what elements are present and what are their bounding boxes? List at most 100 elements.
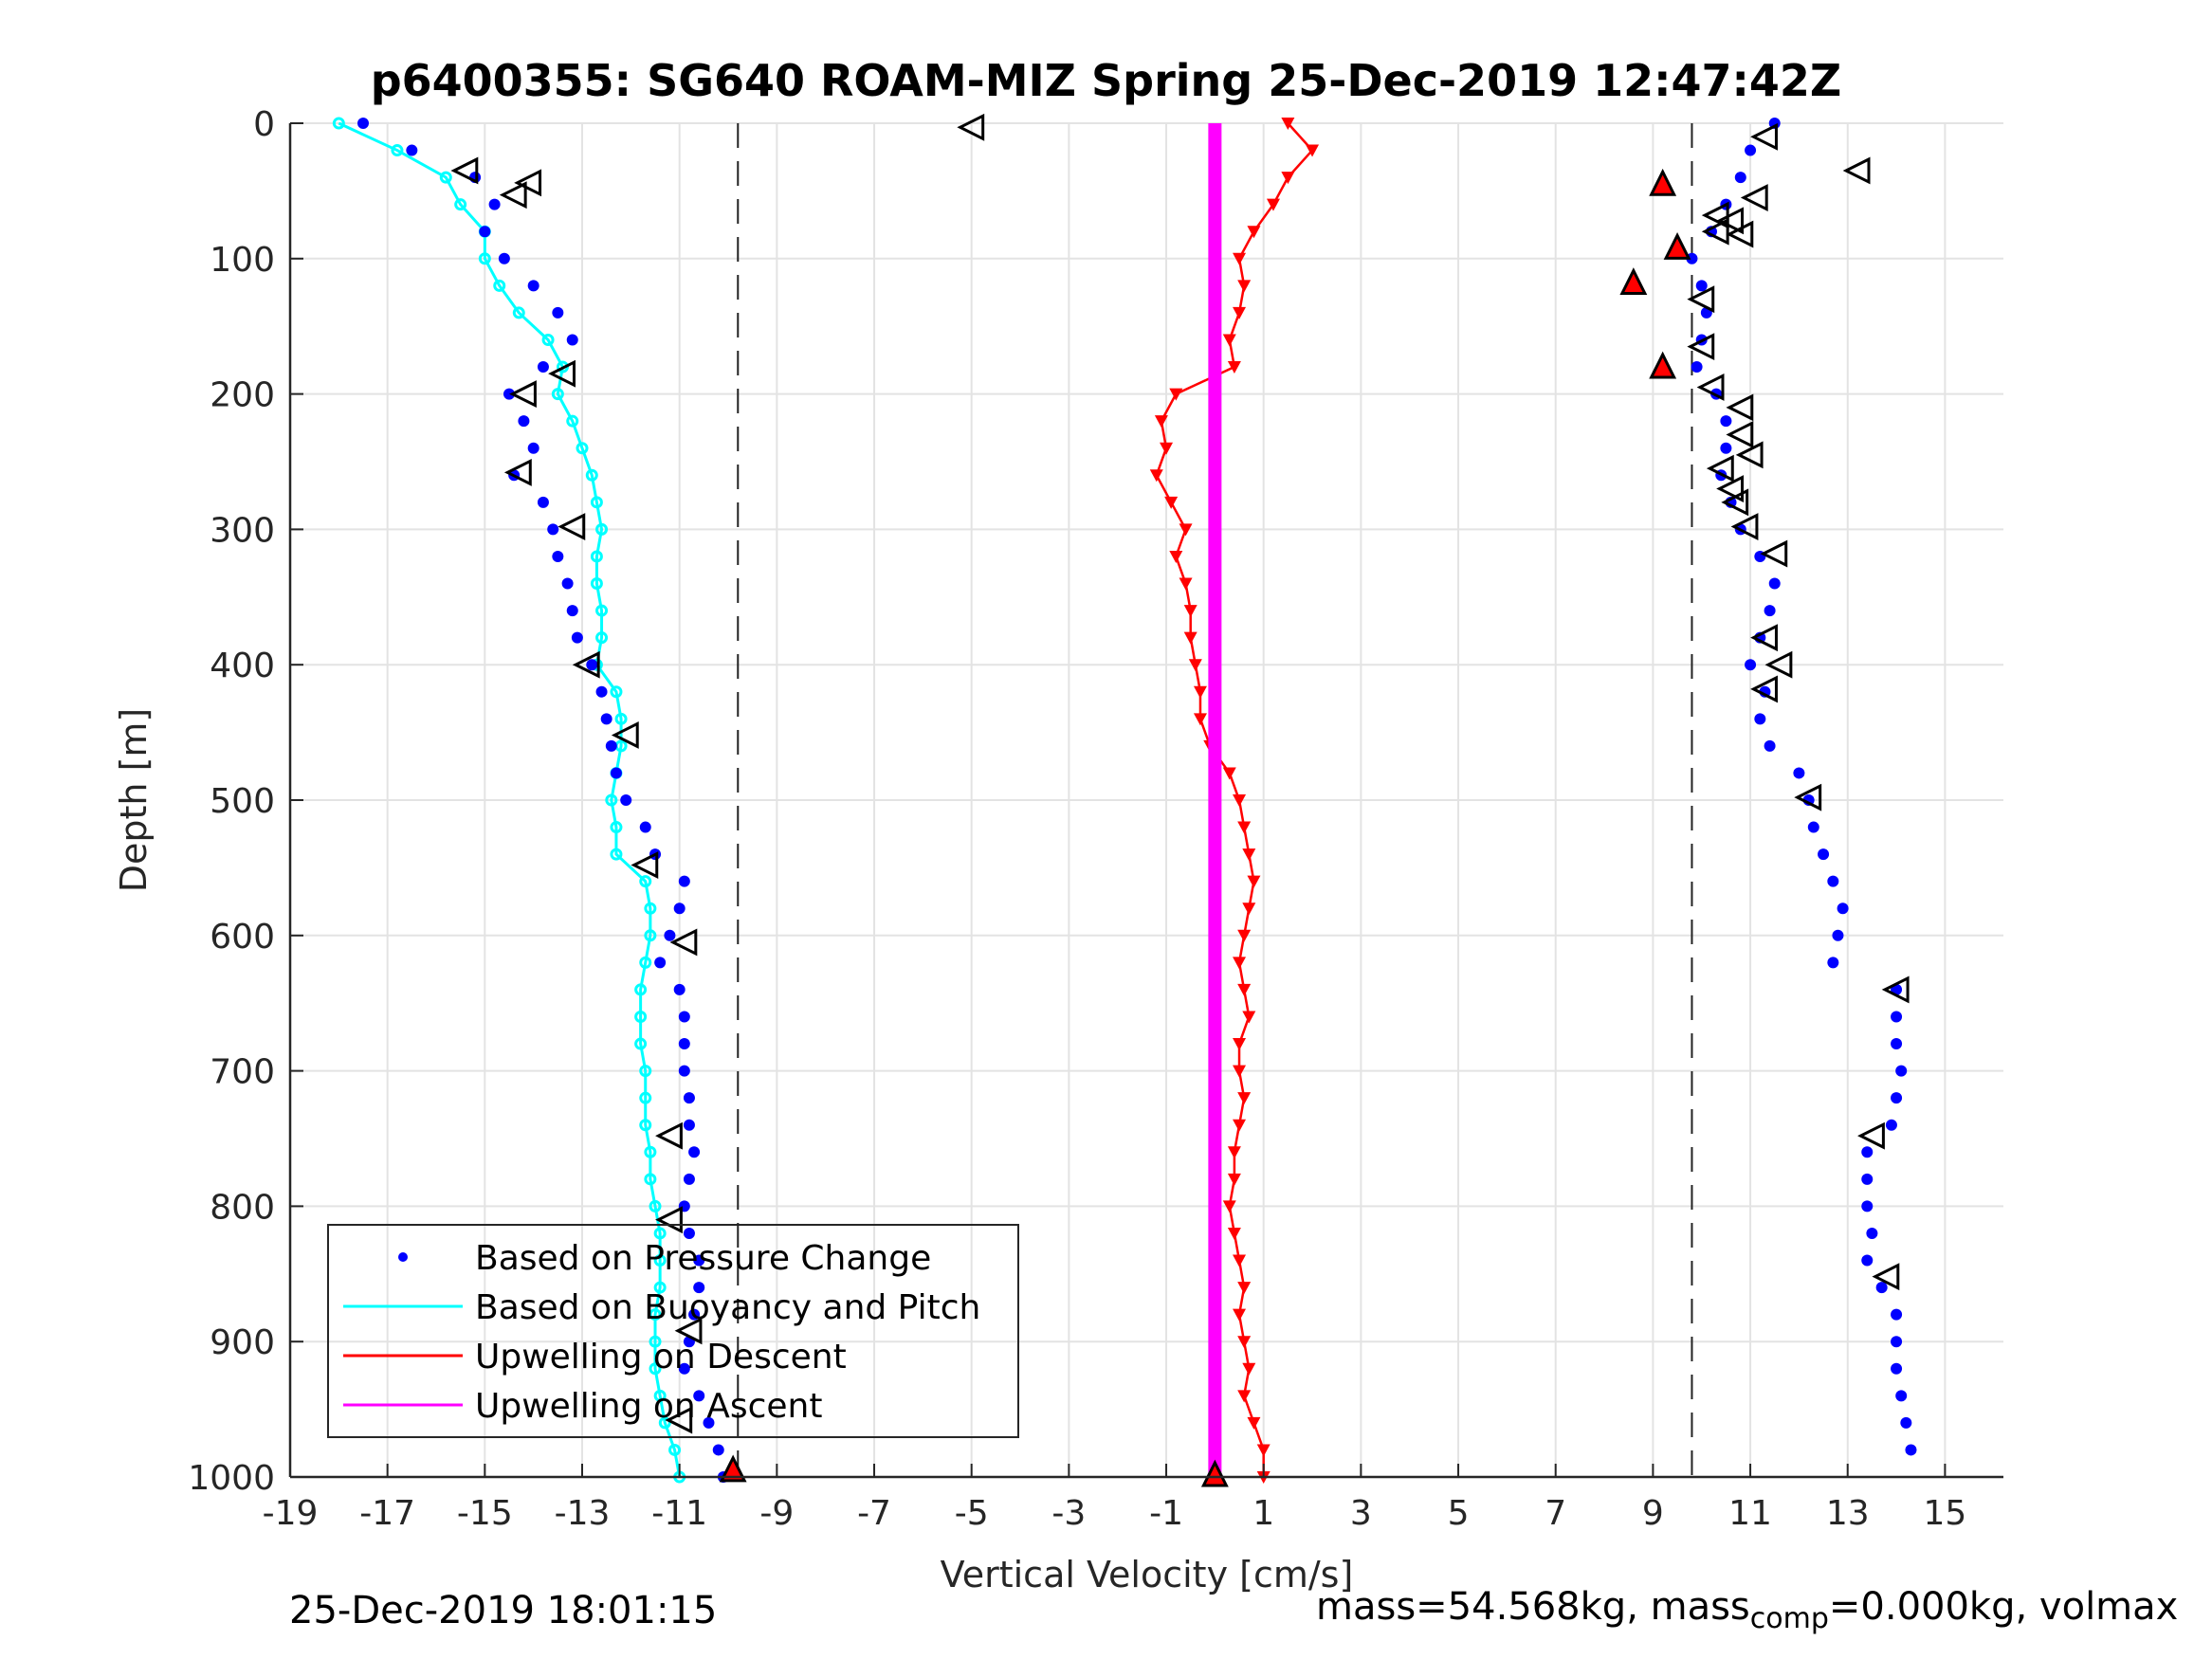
point-upwelling-descent — [1188, 659, 1202, 672]
point-pressure — [605, 739, 617, 752]
point-pressure — [1885, 1119, 1897, 1131]
point-upwelling-descent — [1237, 929, 1252, 942]
point-pressure — [547, 523, 559, 536]
point-upwelling-descent — [1233, 1254, 1247, 1267]
open-triangle-marker — [1872, 1263, 1900, 1291]
y-axis-label: Depth [m] — [113, 708, 155, 893]
y-tick-label: 0 — [253, 105, 275, 144]
point-upwelling-descent — [1281, 172, 1295, 185]
open-triangle-marker — [1750, 122, 1778, 151]
point-pressure — [673, 983, 686, 995]
point-upwelling-descent — [1227, 1146, 1241, 1159]
point-buoyancy — [649, 1199, 662, 1212]
open-triangle-marker — [655, 1121, 683, 1150]
point-buoyancy — [653, 1389, 667, 1402]
point-pressure — [1891, 1092, 1903, 1104]
open-triangle-marker — [1706, 454, 1734, 483]
point-pressure — [498, 252, 510, 264]
point-buoyancy — [668, 1443, 682, 1456]
point-upwelling-descent — [1237, 1336, 1252, 1349]
point-upwelling-descent — [1281, 118, 1295, 130]
open-triangle-marker — [674, 1317, 703, 1345]
point-buoyancy — [595, 522, 609, 536]
point-pressure — [479, 226, 491, 238]
chart-title: p6400355: SG640 ROAM-MIZ Spring 25-Dec-2… — [370, 55, 1842, 106]
open-triangle-marker — [665, 1406, 693, 1434]
point-pressure — [654, 957, 667, 969]
point-buoyancy — [590, 550, 603, 563]
y-tick-label: 300 — [210, 511, 275, 550]
point-pressure — [503, 388, 516, 400]
point-pressure — [586, 659, 598, 671]
open-triangle-marker — [503, 458, 532, 486]
axes-layer: -19 -17 -15 -13 -11 -9 -7 -5 -3 -1 1 3 5 7 9 11 13 150100… — [113, 105, 2003, 1595]
point-buoyancy — [590, 496, 603, 509]
point-buoyancy — [639, 956, 652, 969]
x-tick-label: 13 — [1826, 1494, 1870, 1533]
x-tick-label: 7 — [1545, 1494, 1566, 1533]
open-triangle-marker — [1687, 333, 1715, 361]
x-tick-label: -3 — [1051, 1494, 1086, 1533]
y-tick-label: 200 — [210, 376, 275, 415]
point-pressure — [552, 306, 564, 319]
point-upwelling-descent — [1237, 821, 1252, 834]
open-triangle-marker — [957, 113, 985, 141]
x-tick-label: 15 — [1923, 1494, 1966, 1533]
point-pressure — [1691, 361, 1703, 374]
point-pressure — [1861, 1200, 1874, 1212]
footer-timestamp: 25-Dec-2019 18:01:15 — [289, 1589, 718, 1632]
point-pressure — [664, 929, 676, 941]
point-upwelling-descent — [1193, 713, 1207, 726]
open-triangle-marker — [1760, 539, 1788, 568]
open-triangle-marker — [1794, 783, 1822, 811]
point-pressure — [1695, 280, 1708, 292]
open-triangle-marker — [1740, 184, 1768, 211]
point-upwelling-descent — [1179, 577, 1193, 591]
point-buoyancy — [454, 198, 467, 211]
point-buoyancy — [478, 252, 491, 265]
y-tick-label: 700 — [210, 1053, 275, 1092]
legend-label: Based on Buoyancy and Pitch — [475, 1288, 980, 1327]
x-tick-label: -1 — [1149, 1494, 1183, 1533]
point-pressure — [1686, 252, 1698, 264]
point-pressure — [1807, 821, 1819, 833]
open-triangle-marker — [1750, 675, 1778, 703]
point-buoyancy — [658, 1416, 671, 1430]
point-pressure — [1861, 1254, 1874, 1267]
open-triangle-marker — [509, 380, 537, 409]
point-pressure — [1720, 442, 1732, 454]
point-pressure — [1827, 875, 1839, 887]
point-upwelling-descent — [1242, 902, 1256, 916]
point-buoyancy — [576, 442, 589, 455]
point-pressure — [673, 902, 686, 915]
open-triangle-marker — [548, 359, 576, 388]
bottom-marker — [1200, 1459, 1229, 1487]
point-upwelling-descent — [1237, 1282, 1252, 1295]
open-triangle-marker — [631, 851, 659, 879]
point-upwelling-descent — [1222, 1200, 1236, 1213]
point-upwelling-descent — [1237, 983, 1252, 996]
point-pressure — [1895, 1065, 1908, 1077]
open-triangle-marker — [499, 181, 527, 210]
x-tick-label: 1 — [1252, 1494, 1274, 1533]
open-triangle-marker — [1701, 217, 1729, 246]
point-pressure — [518, 415, 530, 428]
point-buoyancy — [649, 1308, 662, 1322]
point-pressure — [561, 577, 574, 590]
point-buoyancy — [634, 983, 648, 996]
point-pressure — [688, 1308, 701, 1321]
point-pressure — [566, 605, 578, 617]
point-pressure — [488, 198, 501, 210]
open-triangle-marker — [1764, 650, 1793, 679]
point-upwelling-descent — [1169, 388, 1183, 401]
footer-mass-info: mass=54.568kg, masscomp=0.000kg, volmax — [1316, 1585, 2178, 1635]
open-triangle-marker — [1726, 393, 1754, 422]
point-buoyancy — [649, 1362, 662, 1376]
point-pressure — [678, 1065, 690, 1077]
point-pressure — [1891, 1038, 1903, 1050]
x-tick-label: -19 — [263, 1494, 319, 1533]
point-buoyancy — [644, 929, 657, 942]
point-pressure — [683, 1173, 695, 1185]
point-pressure — [406, 144, 418, 156]
open-triangle-marker — [1687, 285, 1715, 314]
